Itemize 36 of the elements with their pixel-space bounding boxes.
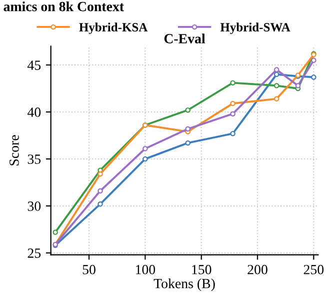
point — [230, 111, 236, 116]
y-tick-label: 30 — [28, 202, 41, 211]
point — [98, 201, 103, 207]
point — [311, 58, 316, 63]
y-axis-title: Score — [10, 135, 19, 166]
chart-subtitle: C-Eval — [164, 34, 206, 44]
point — [185, 126, 191, 132]
x-axis-title: Tokens (B) — [154, 278, 215, 292]
point — [311, 74, 316, 80]
y-tick-label: 25 — [28, 248, 41, 258]
y-tick-label: 35 — [28, 154, 41, 164]
legend-label: Hybrid-SWA — [220, 22, 290, 34]
x-tick-label: 250 — [304, 264, 324, 274]
point — [230, 100, 236, 106]
x-tick-label: 100 — [136, 264, 156, 274]
y-tick-label: 40 — [28, 108, 41, 117]
chart-title: amics on 8k Context — [4, 1, 124, 12]
x-tick-label: 150 — [192, 264, 212, 274]
point — [185, 140, 191, 146]
point — [98, 171, 103, 177]
point — [274, 96, 280, 102]
point — [274, 83, 280, 88]
point — [142, 156, 148, 162]
point — [185, 107, 191, 113]
point — [52, 230, 58, 235]
y-tick-label: 45 — [28, 60, 41, 70]
x-tick-label: 50 — [82, 264, 96, 274]
point — [274, 67, 280, 72]
point — [230, 130, 236, 136]
point — [98, 188, 103, 194]
x-tick-label: 200 — [248, 264, 268, 274]
point — [142, 146, 148, 152]
point — [295, 83, 301, 88]
point — [230, 80, 236, 86]
point — [274, 72, 280, 78]
legend-label: Hybrid-KSA — [79, 22, 148, 34]
